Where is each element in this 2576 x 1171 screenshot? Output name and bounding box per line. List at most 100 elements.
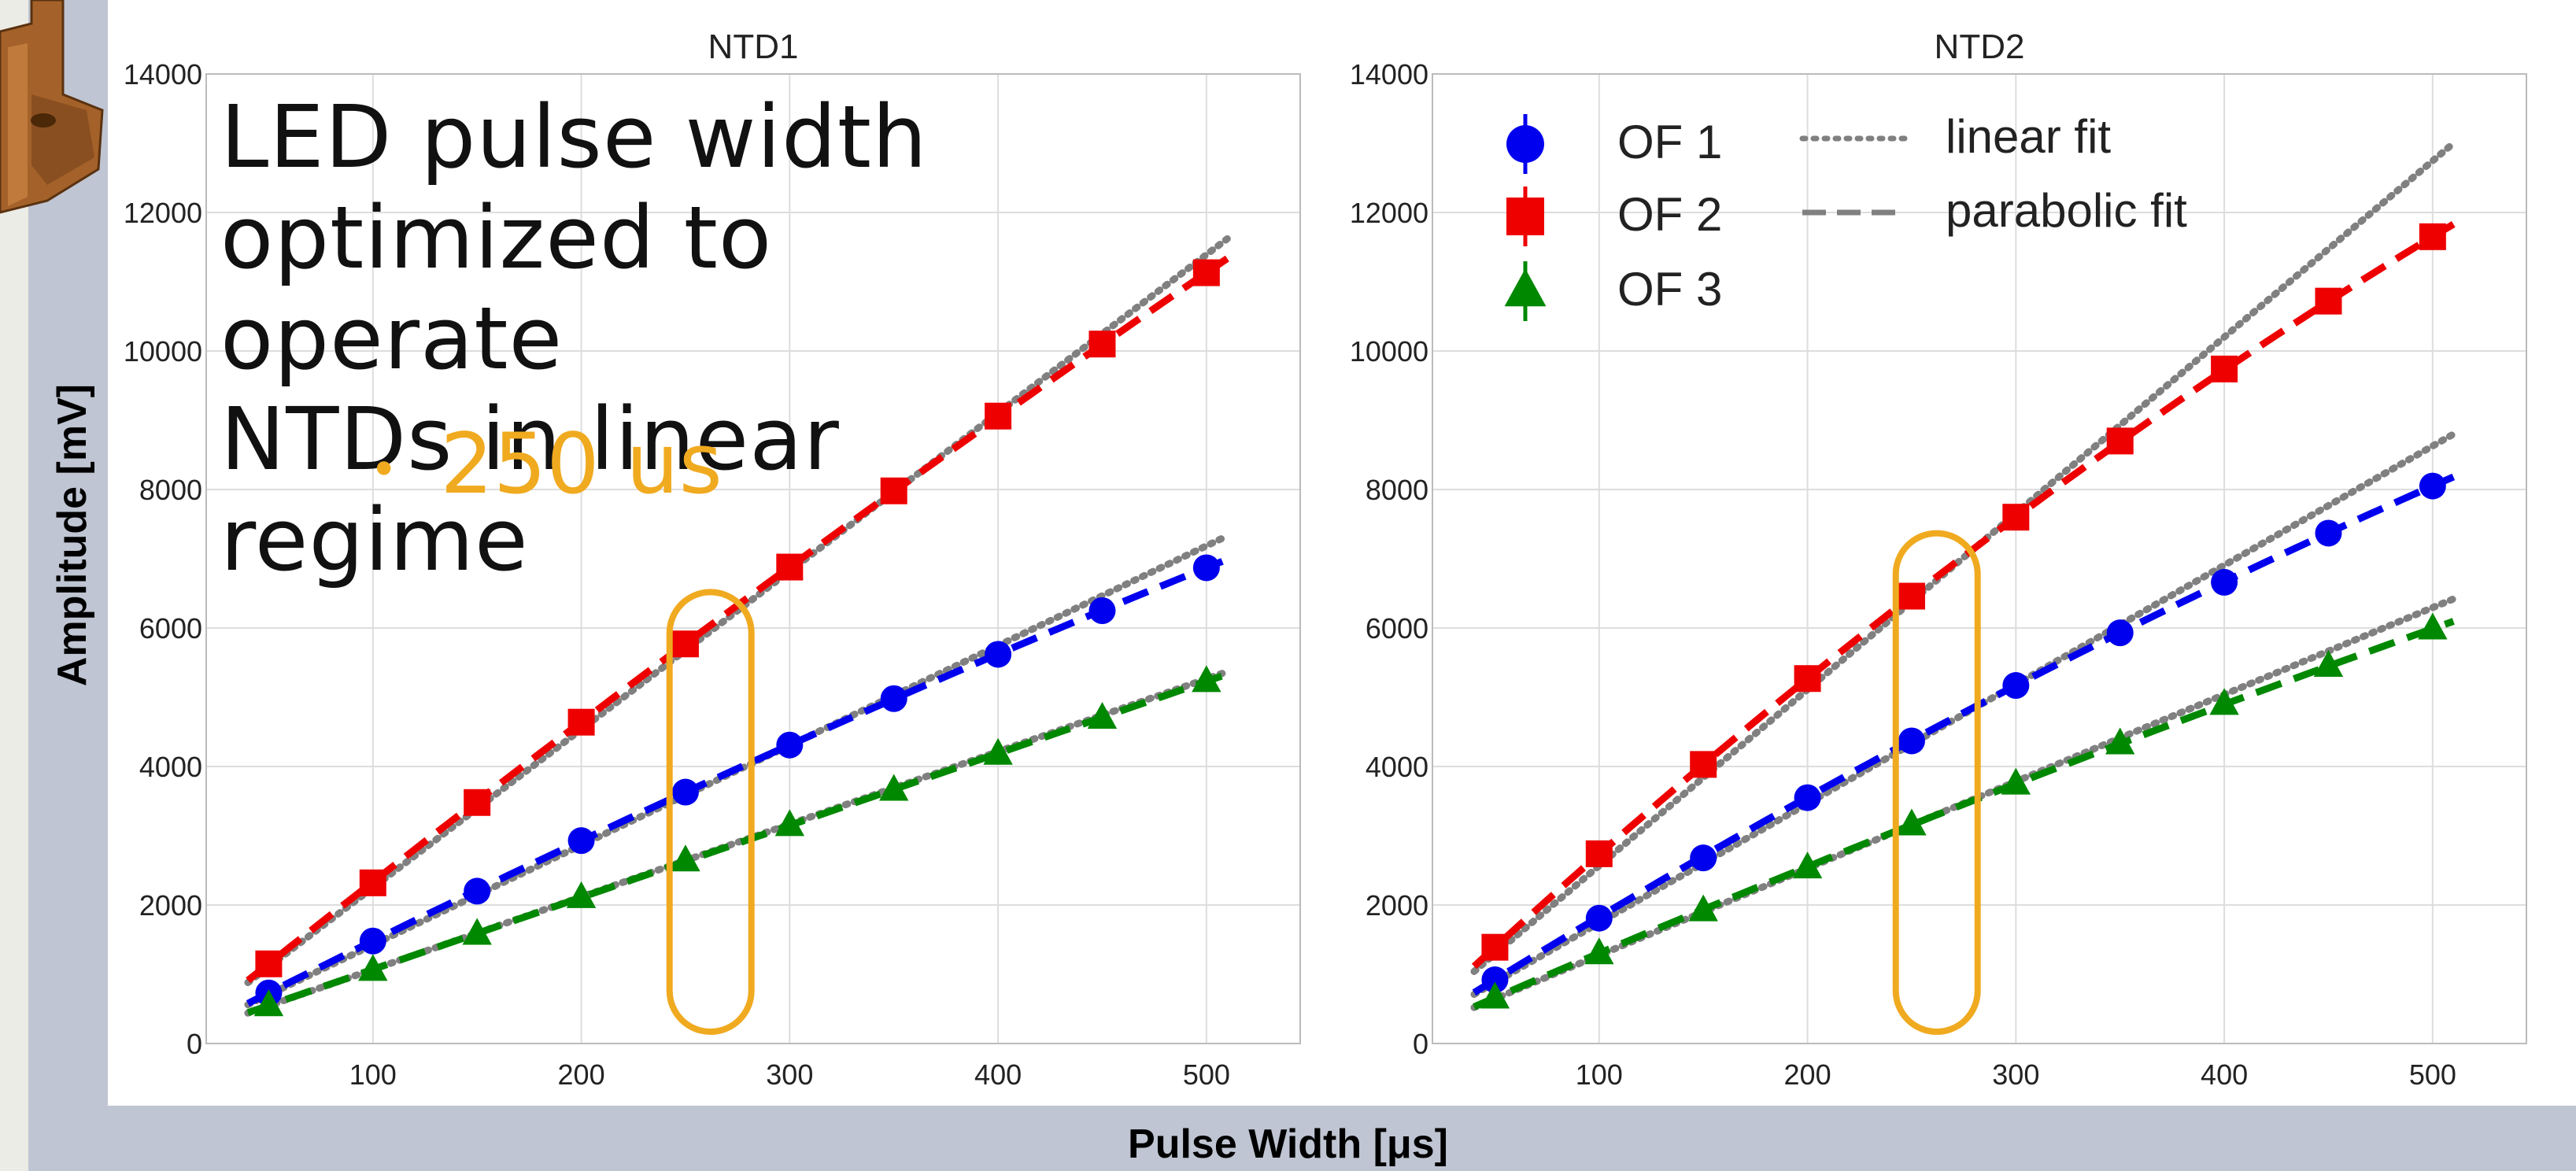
y-tick-label: 6000 (1366, 612, 1428, 645)
data-point (1192, 554, 1220, 582)
y-tick-label: 8000 (139, 474, 202, 506)
parabolic-fit-line (1472, 473, 2456, 996)
parabolic-fit-line (1473, 618, 2455, 1010)
annotation-line-3: NTDs in linear regime (220, 389, 840, 590)
linear-fit-line (244, 235, 1231, 987)
data-point (2002, 504, 2030, 531)
data-point (2211, 355, 2238, 382)
data-point (2315, 287, 2342, 315)
data-point (2106, 427, 2134, 455)
legend-label: OF 2 (1617, 188, 1722, 241)
data-point (255, 950, 283, 977)
x-tick-label: 500 (1183, 1058, 1230, 1091)
data-point (1192, 259, 1220, 286)
data-point (1481, 966, 1509, 994)
data-point (671, 630, 699, 658)
annotation-bullet: • 250 us (370, 416, 723, 512)
x-tick-label: 200 (558, 1058, 605, 1091)
data-point (1480, 981, 1510, 1009)
linear-fit-line (1470, 139, 2457, 975)
data-point (1898, 727, 1925, 755)
data-point (1794, 784, 1821, 811)
data-point (2313, 650, 2344, 677)
data-point (359, 927, 386, 955)
data-point (1192, 665, 1221, 693)
data-point (983, 737, 1013, 765)
y-tick-label: 0 (187, 1028, 202, 1060)
data-point (880, 685, 907, 712)
x-tick-label: 500 (2409, 1058, 2456, 1091)
legend-label: linear fit (1946, 110, 2111, 163)
y-axis-label: Amplitude [mV] (50, 383, 95, 687)
data-point (1897, 808, 1927, 836)
data-point (1585, 840, 1613, 867)
highlight-oval (666, 589, 755, 1035)
data-point (1688, 894, 1718, 922)
y-tick-label: 12000 (1350, 197, 1428, 229)
y-tick-label: 10000 (124, 335, 202, 368)
data-point (1585, 904, 1613, 932)
parabolic-fit-line (246, 670, 1229, 1017)
data-point (2211, 568, 2238, 596)
y-tick-label: 8000 (1366, 474, 1428, 506)
data-point (671, 844, 700, 872)
y-tick-label: 2000 (1366, 889, 1428, 922)
chart-ntd2: 0 2000 4000 6000 8000 10000 12000 14000 100 200 30… (1350, 28, 2527, 1091)
data-point (1088, 331, 1116, 358)
legend-marker (1504, 268, 1547, 307)
detector-highlight (8, 43, 28, 206)
data-point (1794, 665, 1821, 693)
data-point (567, 827, 595, 855)
data-point (2002, 672, 2030, 700)
data-point (253, 989, 284, 1017)
data-point (1690, 751, 1717, 778)
parabolic-fit-line (1471, 221, 2456, 970)
data-point (464, 789, 491, 816)
data-point (462, 918, 492, 945)
y-tick-label: 0 (1413, 1028, 1428, 1060)
data-point (566, 881, 597, 908)
detector-hole (31, 113, 56, 127)
linear-fit-line (244, 667, 1231, 1017)
y-tick-label: 2000 (139, 889, 202, 922)
data-point (774, 809, 805, 837)
chart-title: NTD1 (708, 28, 799, 66)
data-point (2418, 612, 2448, 640)
data-point (1584, 937, 1614, 965)
chart-title: NTD2 (1935, 28, 2025, 66)
bullet-dot: • (370, 442, 398, 498)
data-point (985, 641, 1012, 668)
legend-label: OF 1 (1617, 116, 1722, 168)
legend-label: parabolic fit (1946, 184, 2187, 237)
y-tick-label: 10000 (1350, 335, 1428, 368)
data-point (1690, 844, 1717, 872)
legend-marker (1506, 125, 1544, 163)
annotation-bullet-text: 250 us (440, 416, 723, 512)
data-point (776, 731, 804, 759)
data-point (2315, 519, 2342, 547)
data-point (985, 402, 1012, 430)
y-tick-label: 14000 (124, 58, 202, 91)
data-point (359, 869, 386, 896)
data-point (358, 954, 388, 981)
data-point (2106, 619, 2134, 647)
data-point (1087, 702, 1118, 729)
data-point (776, 553, 804, 581)
data-point (2001, 767, 2031, 795)
x-tick-label: 300 (766, 1058, 813, 1091)
data-point (2105, 727, 2135, 755)
data-point (464, 877, 491, 905)
x-axis-label: Pulse Width [μs] (1128, 1121, 1448, 1167)
data-point (2419, 223, 2446, 250)
data-point (879, 774, 909, 801)
legend-marker (1506, 198, 1544, 235)
plot-frame (205, 73, 1301, 1044)
legend-label: OF 3 (1617, 263, 1722, 316)
data-point (567, 708, 595, 736)
x-tick-label: 400 (974, 1058, 1022, 1091)
data-point (1088, 597, 1116, 624)
y-tick-label: 4000 (139, 751, 202, 783)
plot-frame (1432, 73, 2527, 1044)
y-tick-label: 14000 (1350, 58, 1428, 91)
